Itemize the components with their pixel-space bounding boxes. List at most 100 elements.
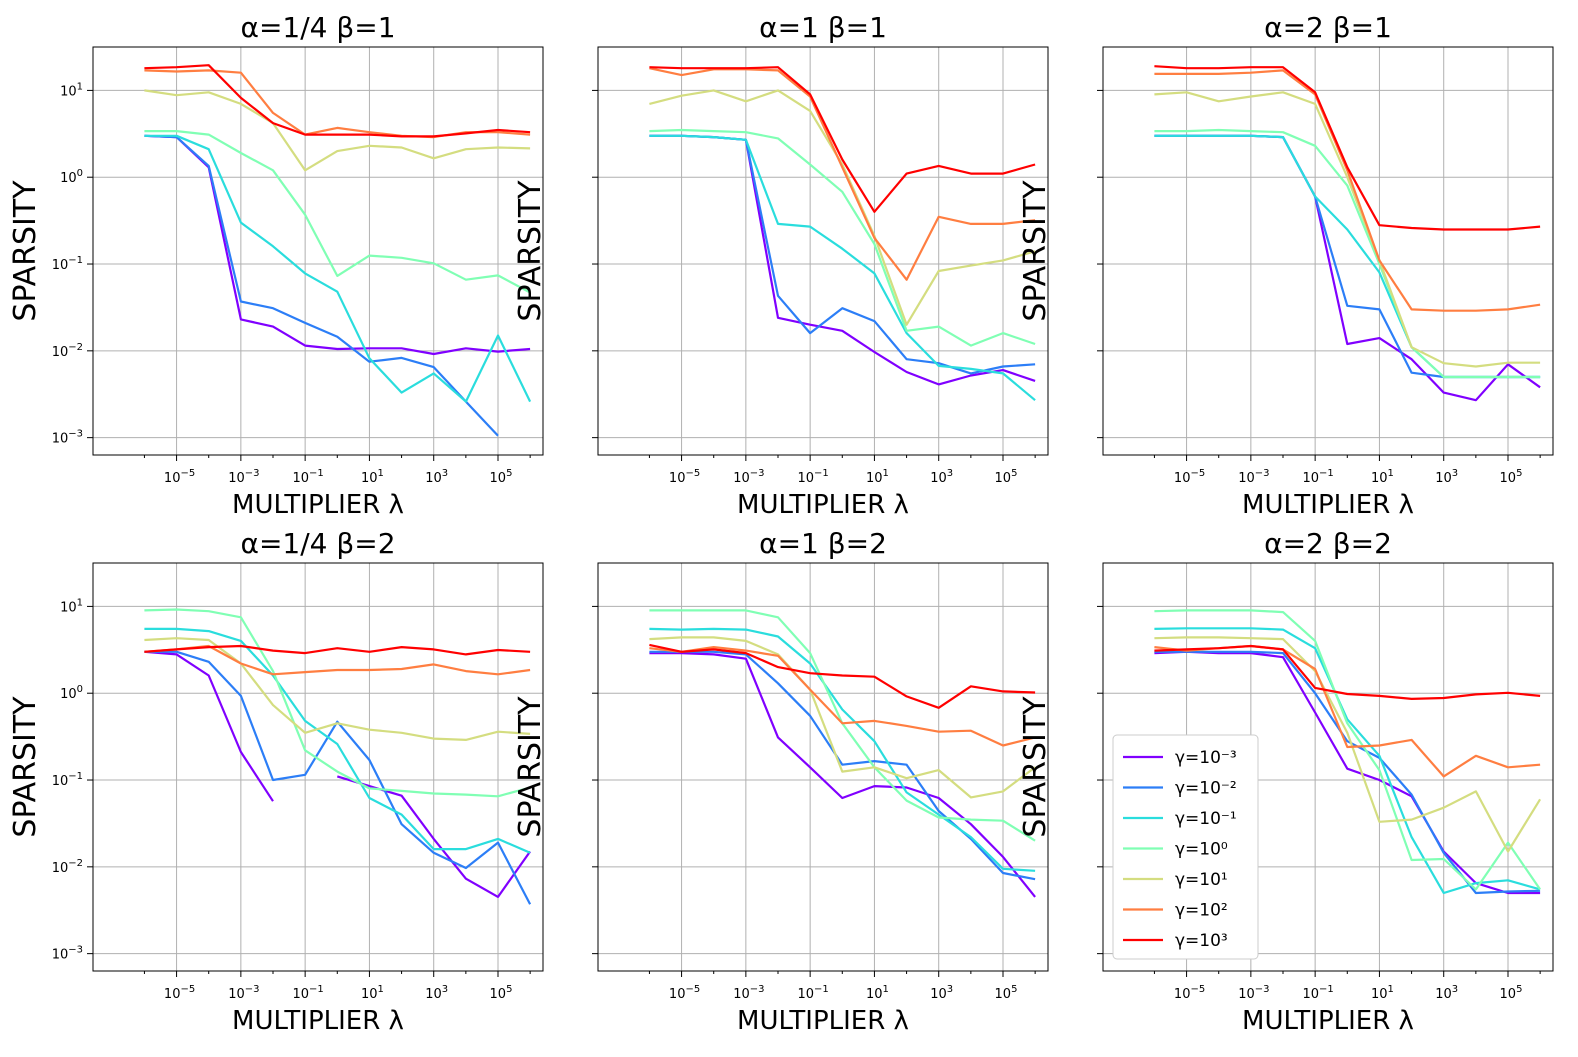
y-axis-label: SPARSITY <box>513 696 548 838</box>
x-tick-label: 10−5 <box>1174 468 1205 486</box>
series-line-γ=10⁻² <box>649 650 1036 881</box>
x-tick-label: 105 <box>995 984 1018 1002</box>
series-line-γ=10⁰ <box>649 128 1036 347</box>
x-tick-label: 10−3 <box>733 984 764 1002</box>
series-line-γ=10³ <box>649 643 1036 709</box>
series-line-γ=10⁰ <box>1154 128 1541 379</box>
x-tick-label: 10−1 <box>797 468 828 486</box>
x-tick-label: 103 <box>1435 984 1458 1002</box>
x-tick-label: 101 <box>1371 984 1394 1002</box>
subplot-4: 10−5 10−3 10−1 101 103 105 101 100 10−1 10−2 10−3 α… <box>8 527 544 1036</box>
y-tick-label: 101 <box>60 597 83 615</box>
x-tick-label: 103 <box>425 984 448 1002</box>
subplot-6: 10−5 10−3 10−1 101 103 105 α=2 β=2 MULTIPLIER λ… <box>1018 527 1554 1036</box>
x-tick-label: 101 <box>866 984 889 1002</box>
series-line-γ=10³ <box>1154 644 1541 700</box>
x-axis-label: MULTIPLIER λ <box>737 1006 909 1036</box>
x-tick-label: 10−1 <box>1302 984 1333 1002</box>
series-line-γ=10² <box>649 646 1036 747</box>
series-line-γ=10⁻³ <box>144 650 531 898</box>
series-line-γ=10⁻³ <box>649 652 1036 898</box>
legend-label: γ=10⁰ <box>1175 840 1228 860</box>
legend-label: γ=10¹ <box>1175 870 1228 890</box>
series-line-γ=10² <box>1154 69 1541 312</box>
y-tick-label: 10−1 <box>52 771 83 789</box>
series-line-γ=10¹ <box>144 89 531 172</box>
x-tick-label: 10−3 <box>1238 468 1269 486</box>
x-tick-label: 103 <box>930 984 953 1002</box>
y-tick-label: 100 <box>60 168 83 186</box>
x-axis-label: MULTIPLIER λ <box>1242 1006 1414 1036</box>
x-tick-label: 105 <box>1500 468 1523 486</box>
plot-frame <box>597 46 1049 456</box>
series-line-γ=10⁻¹ <box>649 627 1036 872</box>
x-tick-label: 10−3 <box>1238 984 1269 1002</box>
series-line-γ=10⁻¹ <box>649 134 1036 402</box>
x-tick-label: 10−1 <box>1302 468 1333 486</box>
legend-label: γ=10³ <box>1175 931 1228 951</box>
x-axis-label: MULTIPLIER λ <box>232 1006 404 1036</box>
x-tick-label: 10−1 <box>797 984 828 1002</box>
legend-box <box>1112 734 1259 960</box>
x-tick-label: 103 <box>930 468 953 486</box>
x-tick-label: 103 <box>425 468 448 486</box>
y-axis-label: SPARSITY <box>8 180 43 322</box>
series-line-γ=10⁻² <box>144 650 532 905</box>
series-line-γ=10⁻² <box>1154 650 1541 895</box>
y-tick-label: 10−2 <box>52 858 83 876</box>
y-axis-label: SPARSITY <box>1018 696 1053 838</box>
series-line-γ=10⁻¹ <box>1154 627 1541 895</box>
x-tick-label: 10−3 <box>733 468 764 486</box>
panel-title: α=2 β=2 <box>1264 527 1392 560</box>
panel-title: α=1/4 β=2 <box>240 527 395 560</box>
x-tick-label: 103 <box>1435 468 1458 486</box>
x-tick-label: 101 <box>361 468 384 486</box>
plot-frame <box>597 562 1049 972</box>
legend-label: γ=10² <box>1175 901 1228 921</box>
x-tick-label: 105 <box>490 468 513 486</box>
series-line-γ=10⁻¹ <box>144 134 532 403</box>
x-tick-label: 10−5 <box>1174 984 1205 1002</box>
subplot-1: 10−5 10−3 10−1 101 103 105 101 100 10−1 10−2 10−3 α… <box>8 11 544 520</box>
plot-frame <box>1102 46 1554 456</box>
subplot-2: 10−5 10−3 10−1 101 103 105 α=1 β=1 MULTIPLIER λ… <box>513 11 1049 520</box>
series-line-γ=10³ <box>649 66 1036 213</box>
subplot-3: 10−5 10−3 10−1 101 103 105 α=2 β=1 MULTIPLIER λ… <box>1018 11 1554 520</box>
plot-frame <box>1102 562 1554 972</box>
x-tick-label: 10−1 <box>292 468 323 486</box>
series-line-γ=10⁰ <box>1154 609 1542 891</box>
series-line-γ=10¹ <box>1154 636 1542 853</box>
x-axis-label: MULTIPLIER λ <box>737 490 909 520</box>
plot-area <box>598 47 1048 455</box>
x-tick-label: 105 <box>995 468 1018 486</box>
x-axis-label: MULTIPLIER λ <box>1242 490 1414 520</box>
y-tick-label: 10−1 <box>52 255 83 273</box>
y-axis-label: SPARSITY <box>1018 180 1053 322</box>
series-line-γ=10¹ <box>144 637 531 741</box>
x-axis-label: MULTIPLIER λ <box>232 490 404 520</box>
x-tick-label: 105 <box>490 984 513 1002</box>
panel-title: α=1 β=2 <box>759 527 887 560</box>
series-line-γ=10¹ <box>649 636 1036 799</box>
series-line-γ=10² <box>144 69 531 139</box>
x-tick-label: 101 <box>866 468 889 486</box>
x-tick-label: 10−5 <box>669 468 700 486</box>
plot-area <box>93 563 543 971</box>
x-tick-label: 101 <box>361 984 384 1002</box>
y-tick-label: 101 <box>60 81 83 99</box>
series-line-γ=10¹ <box>1154 91 1541 368</box>
y-tick-label: 10−3 <box>52 945 83 963</box>
legend-label: γ=10⁻³ <box>1175 748 1237 768</box>
series-line-γ=10¹ <box>649 89 1036 326</box>
series-line-γ=10³ <box>144 64 531 138</box>
series-line-γ=10³ <box>144 644 531 656</box>
plot-area <box>598 563 1048 971</box>
panel-title: α=2 β=1 <box>1264 11 1392 44</box>
subplot-5: 10−5 10−3 10−1 101 103 105 α=1 β=2 MULTIPLIER λ… <box>513 527 1049 1036</box>
plot-frame <box>92 562 544 972</box>
x-tick-label: 10−5 <box>164 984 195 1002</box>
x-tick-label: 10−1 <box>292 984 323 1002</box>
y-tick-label: 100 <box>60 684 83 702</box>
